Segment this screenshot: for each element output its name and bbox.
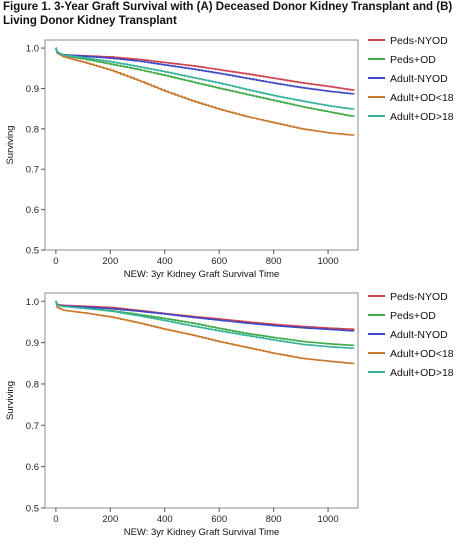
x-tick-label: 600 xyxy=(211,256,227,267)
legend-label-peds-od: Peds+OD xyxy=(390,310,436,322)
y-tick-label: 0.9 xyxy=(26,84,39,95)
y-tick-label: 0.5 xyxy=(26,246,39,257)
y-axis-label: Surviving xyxy=(5,125,16,164)
y-tick-label: 1.0 xyxy=(26,44,39,55)
series-line-peds-od xyxy=(55,47,355,117)
legend-label-adult-nyod: Adult-NYOD xyxy=(390,73,448,85)
x-tick-label: 200 xyxy=(102,256,118,267)
x-tick-label: 800 xyxy=(266,514,282,525)
y-tick-label: 1.0 xyxy=(26,297,39,308)
chart-svg: 0.5 0.6 0.7 0.8 0.9 1.0 0 200 400 600 800 1000 NEW: … xyxy=(5,35,454,280)
series-line-adult-od-18 xyxy=(55,300,355,365)
series-line-adult-nyod xyxy=(55,47,355,95)
y-tick-label: 0.8 xyxy=(26,379,39,390)
y-tick-label: 0.9 xyxy=(26,338,39,349)
x-tick-label: 400 xyxy=(157,256,173,267)
plot-frame xyxy=(44,39,359,251)
y-tick-label: 0.7 xyxy=(26,421,39,432)
legend-label-peds-nyod: Peds-NYOD xyxy=(390,291,448,303)
y-tick-label: 0.6 xyxy=(26,462,39,473)
series-line-adult-od-18 xyxy=(55,47,355,110)
y-axis-label: Surviving xyxy=(5,381,16,420)
legend-label-adult-od-18: Adult+OD>18 xyxy=(390,367,454,379)
legend-label-adult-od-18: Adult+OD<18 xyxy=(390,348,454,360)
x-axis-label: NEW: 3yr Kidney Graft Survival Time xyxy=(124,527,280,538)
x-tick-label: 1000 xyxy=(317,514,338,525)
chart-panel-b: 0.5 0.6 0.7 0.8 0.9 1.0 0 200 400 600 800 1000 NEW: … xyxy=(0,283,474,544)
series-line-adult-od-18 xyxy=(55,47,355,136)
legend-label-adult-od-18: Adult+OD<18 xyxy=(390,92,454,104)
x-tick-label: 0 xyxy=(53,256,58,267)
series-line-adult-od-18 xyxy=(55,300,355,349)
x-tick-label: 600 xyxy=(211,514,227,525)
x-tick-label: 200 xyxy=(102,514,118,525)
figure-title: Figure 1. 3-Year Graft Survival with (A)… xyxy=(3,1,453,27)
y-tick-label: 0.5 xyxy=(26,504,39,515)
y-tick-label: 0.7 xyxy=(26,165,39,176)
x-tick-label: 0 xyxy=(53,514,58,525)
chart-svg: 0.5 0.6 0.7 0.8 0.9 1.0 0 200 400 600 800 1000 NEW: … xyxy=(5,291,454,538)
legend-label-peds-od: Peds+OD xyxy=(390,54,436,66)
x-tick-label: 1000 xyxy=(317,256,338,267)
legend-label-adult-nyod: Adult-NYOD xyxy=(390,329,448,341)
legend-label-peds-nyod: Peds-NYOD xyxy=(390,35,448,47)
y-tick-label: 0.8 xyxy=(26,124,39,135)
x-axis-label: NEW: 3yr Kidney Graft Survival Time xyxy=(124,269,280,280)
plot-frame xyxy=(44,292,359,509)
x-tick-label: 400 xyxy=(157,514,173,525)
legend-label-adult-od-18: Adult+OD>18 xyxy=(390,111,454,123)
y-tick-label: 0.6 xyxy=(26,205,39,216)
x-tick-label: 800 xyxy=(266,256,282,267)
chart-panel-a: 0.5 0.6 0.7 0.8 0.9 1.0 0 200 400 600 800 1000 NEW: … xyxy=(0,30,474,280)
